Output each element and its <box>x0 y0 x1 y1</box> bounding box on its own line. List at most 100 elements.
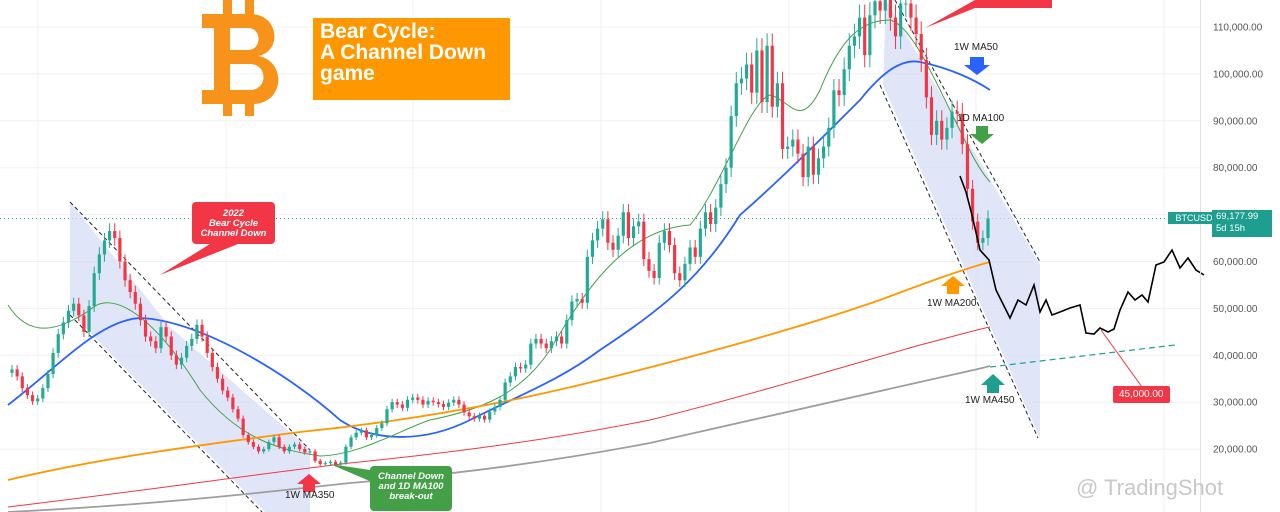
candle-body <box>621 212 625 236</box>
candle-body <box>272 437 276 443</box>
bear-2022-pointer <box>160 244 238 275</box>
candle-body <box>945 127 949 140</box>
ma450-label: 1W MA450 <box>965 395 1015 406</box>
projection-layer <box>959 175 1205 335</box>
candle-body <box>457 399 461 405</box>
candle-body <box>796 139 800 154</box>
candle-body <box>986 218 990 239</box>
candle-body <box>970 188 975 222</box>
candle-body <box>590 240 595 257</box>
breakout-line-1: Channel Down <box>378 471 444 482</box>
y-tick-label: 50,000.00 <box>1213 304 1258 315</box>
candle-body <box>714 207 718 224</box>
candle-body <box>164 327 168 337</box>
candle-body <box>806 146 810 178</box>
y-tick-label: 20,000.00 <box>1213 445 1258 456</box>
candle-body <box>863 17 867 56</box>
breakout-line-3: break-out <box>389 491 433 502</box>
candle-body <box>667 231 672 246</box>
arrow-layer <box>160 0 1143 492</box>
candle-body <box>935 120 939 135</box>
candle-body <box>919 34 923 60</box>
candle-body <box>292 444 297 447</box>
candle-body <box>744 64 749 79</box>
candle-body <box>965 144 970 189</box>
candle-body <box>128 280 132 292</box>
y-tick-label: 90,000.00 <box>1213 116 1258 127</box>
candle-body <box>647 259 651 271</box>
candle-body <box>596 228 600 241</box>
candle-body <box>791 139 795 147</box>
candle-body <box>185 345 189 358</box>
candle-body <box>575 299 579 302</box>
top-red-pointer <box>925 0 1052 28</box>
candle-body <box>395 402 399 405</box>
candle-body <box>637 221 641 227</box>
candle-body <box>149 336 153 342</box>
candle-body <box>524 364 528 369</box>
candle-body <box>503 382 507 400</box>
candle-body <box>318 460 322 465</box>
candle-body <box>205 336 209 353</box>
candle-body <box>924 59 928 98</box>
candle-body <box>914 17 918 35</box>
candle-body <box>221 378 225 391</box>
candle-body <box>133 291 137 304</box>
candle-body <box>750 64 754 93</box>
candle-body <box>673 245 677 274</box>
candle-body <box>15 369 19 377</box>
candle-body <box>102 240 107 255</box>
candle-body <box>683 263 687 281</box>
candle-body <box>298 444 302 450</box>
candle-body <box>159 327 163 349</box>
candle-body <box>709 212 713 224</box>
candle-body <box>251 442 256 447</box>
candle-body <box>56 334 60 353</box>
candle-body <box>10 369 14 373</box>
candle-body <box>61 322 65 335</box>
bear-2022-callout: 2022 Bear Cycle Channel Down <box>192 202 275 244</box>
candle-body <box>842 69 846 96</box>
candle-body <box>847 45 851 70</box>
candle-body <box>20 376 24 389</box>
candle-body <box>256 446 261 452</box>
y-tick-label: 60,000.00 <box>1213 257 1258 268</box>
candle-body <box>431 400 435 403</box>
bear-current-channel-top <box>894 0 1041 263</box>
candle-body <box>786 146 790 149</box>
candle-body <box>554 336 559 342</box>
candle-body <box>344 446 348 463</box>
candle-body <box>960 113 964 145</box>
candle-body <box>611 242 615 250</box>
candle-body <box>678 273 682 281</box>
candle-body <box>375 427 379 436</box>
title-line-3: game <box>320 62 375 85</box>
candle-body <box>400 404 404 408</box>
candle-body <box>416 397 420 400</box>
candle-body <box>950 111 954 128</box>
ma50-label: 1W MA50 <box>954 42 998 53</box>
candle-body <box>904 3 908 5</box>
candle-body <box>693 247 697 257</box>
candle-body <box>488 411 492 420</box>
bear-current-channel-bottom <box>879 84 1039 439</box>
candle-body <box>560 336 564 344</box>
candle-body <box>837 90 841 96</box>
candle-body <box>811 146 815 175</box>
candle-body <box>200 324 204 337</box>
candle-body <box>97 254 101 274</box>
candle-body <box>652 270 656 278</box>
candle-body <box>873 1 877 16</box>
target-price-tag: 45,000.00 <box>1113 386 1170 403</box>
candle-body <box>138 303 143 321</box>
candle-body <box>482 415 487 420</box>
candles-layer <box>10 0 990 467</box>
candle-body <box>631 226 636 239</box>
candle-body <box>755 50 759 93</box>
candle-body <box>770 45 774 107</box>
candle-body <box>565 320 569 344</box>
candle-body <box>405 399 410 408</box>
candle-body <box>426 400 430 405</box>
